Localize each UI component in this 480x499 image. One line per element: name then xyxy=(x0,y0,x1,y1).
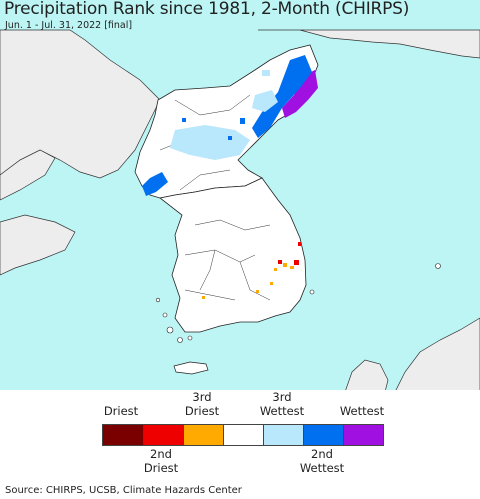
swatch-wettest xyxy=(343,425,383,445)
swatch-2nd-wettest xyxy=(303,425,343,445)
swatch-driest xyxy=(103,425,143,445)
swatch-normal xyxy=(223,425,263,445)
legend-label-3rd-wettest: 3rd Wettest xyxy=(259,390,305,418)
wet-anomalies xyxy=(142,55,318,196)
legend-label-3rd-driest: 3rd Driest xyxy=(184,390,220,418)
wettest-area xyxy=(282,70,318,118)
swatch-2nd-driest xyxy=(143,425,183,445)
legend-label-driest: Driest xyxy=(103,404,139,418)
source-footer: Source: CHIRPS, UCSB, Climate Hazards Ce… xyxy=(5,485,242,496)
precipitation-rank-map xyxy=(0,0,480,390)
legend-label-wettest: Wettest xyxy=(339,404,385,418)
3rd-wettest-area xyxy=(170,125,250,160)
jeju-island xyxy=(173,361,209,375)
map-title: Precipitation Rank since 1981, 2-Month (… xyxy=(4,0,410,19)
japan-land xyxy=(395,317,480,390)
liaodong-peninsula xyxy=(0,149,56,201)
dry-anomalies xyxy=(202,242,301,299)
south-korea-land xyxy=(159,177,307,333)
japan-kyushu xyxy=(345,359,389,390)
legend-color-bar xyxy=(102,424,384,446)
north-korea-land xyxy=(134,44,319,199)
shandong-land xyxy=(0,214,76,276)
swatch-3rd-wettest xyxy=(263,425,303,445)
legend-label-2nd-wettest: 2nd Wettest xyxy=(299,447,345,475)
map-subtitle: Jun. 1 - Jul. 31, 2022 [final] xyxy=(5,20,133,31)
legend-label-2nd-driest: 2nd Driest xyxy=(143,447,179,475)
russia-land xyxy=(258,29,480,59)
2nd-wettest-area xyxy=(252,55,312,138)
swatch-3rd-driest xyxy=(183,425,223,445)
coastal-islands xyxy=(155,263,441,343)
